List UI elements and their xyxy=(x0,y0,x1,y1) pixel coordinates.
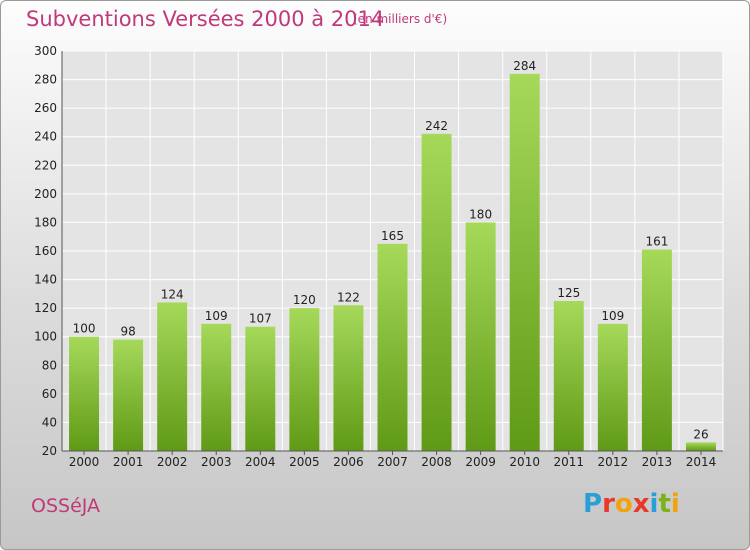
bar xyxy=(553,301,584,451)
logo-letter: P xyxy=(583,489,603,519)
data-label: 120 xyxy=(293,293,316,307)
axes: 20 40 60 80 100 120 140 160 180 200 220 240 260 280 30… xyxy=(34,44,723,469)
data-label: 180 xyxy=(469,207,492,221)
bar xyxy=(113,339,144,451)
x-tick-label: 2007 xyxy=(377,455,408,469)
x-tick-label: 2003 xyxy=(201,455,232,469)
logo-letter: i xyxy=(670,489,680,519)
data-label: 125 xyxy=(557,286,580,300)
x-tick-label: 2004 xyxy=(245,455,276,469)
y-tick-label: 140 xyxy=(34,273,57,287)
y-tick-label: 120 xyxy=(34,301,57,315)
y-tick-label: 100 xyxy=(34,330,57,344)
logo-letter: t xyxy=(658,489,671,519)
bar xyxy=(289,308,320,451)
bars: 100 98 124 109 107 120 122 165 242 180 284 125 109 16… xyxy=(69,59,716,451)
bar xyxy=(509,73,540,451)
data-label: 100 xyxy=(73,322,96,336)
bar xyxy=(377,243,408,451)
bar xyxy=(421,133,452,451)
x-tick-label: 2006 xyxy=(333,455,364,469)
bar xyxy=(685,442,716,451)
x-tick-label: 2005 xyxy=(289,455,320,469)
chart-title: Subventions Versées 2000 à 2014 xyxy=(26,7,385,31)
bar xyxy=(597,323,628,451)
bar xyxy=(465,222,496,451)
logo-letter: x xyxy=(632,489,650,519)
x-tick-label: 2000 xyxy=(69,455,100,469)
data-label: 26 xyxy=(693,427,708,441)
y-tick-label: 240 xyxy=(34,130,57,144)
data-label: 165 xyxy=(381,229,404,243)
x-tick-label: 2012 xyxy=(598,455,629,469)
data-label: 161 xyxy=(645,235,668,249)
y-tick-label: 300 xyxy=(34,44,57,58)
x-tick-label: 2002 xyxy=(157,455,188,469)
bar xyxy=(157,302,188,451)
y-tick-label: 180 xyxy=(34,215,57,229)
x-tick-label: 2009 xyxy=(465,455,496,469)
y-tick-label: 280 xyxy=(34,73,57,87)
data-label: 122 xyxy=(337,290,360,304)
logo-letter: o xyxy=(614,489,633,519)
x-tick-label: 2010 xyxy=(509,455,540,469)
x-tick-label: 2001 xyxy=(113,455,144,469)
x-tick-label: 2014 xyxy=(686,455,717,469)
bar xyxy=(245,326,276,451)
data-label: 109 xyxy=(205,309,228,323)
x-tick-label: 2011 xyxy=(553,455,584,469)
data-label: 242 xyxy=(425,119,448,133)
y-tick-label: 220 xyxy=(34,158,57,172)
commune-name: OSSéJA xyxy=(31,495,101,517)
bar xyxy=(69,336,100,451)
y-tick-label: 200 xyxy=(34,187,57,201)
data-label: 284 xyxy=(513,59,536,73)
logo-letter: r xyxy=(602,489,615,519)
data-label: 98 xyxy=(120,325,135,339)
y-tick-label: 20 xyxy=(42,444,57,458)
data-label: 107 xyxy=(249,312,272,326)
y-tick-label: 60 xyxy=(42,387,57,401)
x-tick-label: 2008 xyxy=(421,455,452,469)
logo-letter: i xyxy=(649,489,659,519)
bar xyxy=(641,249,672,451)
bar xyxy=(201,323,232,451)
x-tick-label: 2013 xyxy=(642,455,673,469)
proxiti-logo: Proxiti xyxy=(583,489,680,519)
y-tick-label: 40 xyxy=(42,415,57,429)
y-tick-label: 260 xyxy=(34,101,57,115)
data-label: 109 xyxy=(601,309,624,323)
bar xyxy=(333,305,364,451)
y-tick-label: 160 xyxy=(34,244,57,258)
chart-subtitle: (en milliers d'€) xyxy=(353,12,448,26)
y-tick-label: 80 xyxy=(42,358,57,372)
data-label: 124 xyxy=(161,287,184,301)
